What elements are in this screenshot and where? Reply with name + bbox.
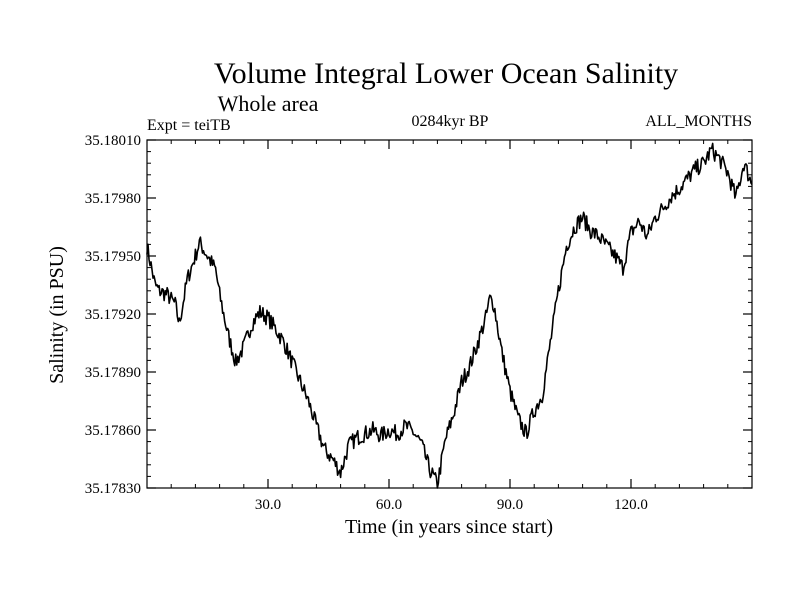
x-axis-label: Time (in years since start) — [345, 516, 553, 538]
y-tick-label: 35.17920 — [85, 307, 141, 323]
experiment-note: Expt = teiTB — [147, 117, 231, 134]
y-tick-label: 35.17950 — [85, 249, 141, 265]
y-tick-label: 35.17890 — [85, 365, 141, 381]
series-line-salinity — [146, 142, 753, 489]
plot-area: 30.0 60.0 90.0 120.0 35.17830 35.17860 35.1789… — [85, 133, 753, 513]
y-tick-label: 35.18010 — [85, 133, 141, 149]
period-note: 0284kyr BP — [412, 113, 489, 130]
x-tick-label: 60.0 — [376, 497, 402, 513]
y-tick-label: 35.17830 — [85, 481, 141, 497]
chart-title: Volume Integral Lower Ocean Salinity — [214, 57, 678, 90]
y-tick-label: 35.17860 — [85, 423, 141, 439]
y-tick-label: 35.17980 — [85, 191, 141, 207]
plot-frame — [146, 139, 753, 489]
y-axis-label: Salinity (in PSU) — [46, 246, 68, 384]
x-tick-label: 30.0 — [255, 497, 281, 513]
months-note: ALL_MONTHS — [645, 113, 752, 130]
x-tick-label: 120.0 — [614, 497, 648, 513]
chart-subtitle: Whole area — [218, 91, 319, 116]
x-tick-label: 90.0 — [497, 497, 523, 513]
